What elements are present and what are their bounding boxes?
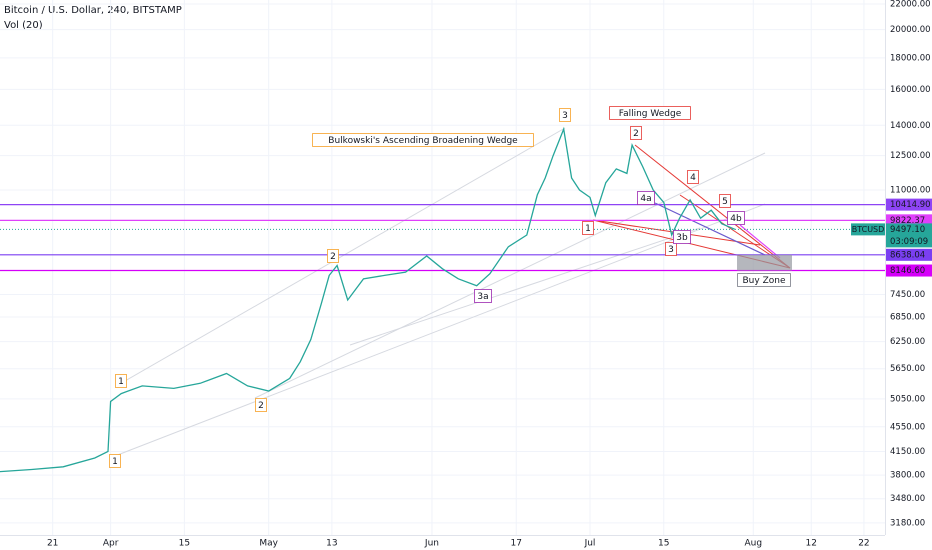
price-level-label: 10414.90 [890, 200, 931, 210]
y-tick-label: 16000.00 [890, 85, 931, 95]
x-tick-label: 12 [806, 539, 817, 549]
price-level-label: 9822.37 [890, 216, 925, 226]
y-tick-label: 7450.00 [890, 290, 925, 300]
chart-title: Bitcoin / U.S. Dollar, 240, BITSTAMP [4, 5, 182, 16]
y-tick-label: 5650.00 [890, 364, 925, 374]
annotation-box [687, 170, 699, 184]
annotation-box [637, 191, 655, 205]
annotation: 2 [258, 401, 264, 411]
annotation-box [630, 126, 642, 140]
y-tick-label: 4550.00 [890, 422, 925, 432]
annotation-box [727, 211, 745, 225]
last-price-box [886, 223, 932, 248]
annotation: 4 [690, 173, 696, 183]
annotation: 1 [112, 457, 118, 467]
annotation-box [665, 242, 677, 256]
y-tick-label: 3800.00 [890, 471, 925, 481]
price-level-box [886, 198, 932, 211]
annotation-box [115, 374, 127, 388]
y-tick-label: 18000.00 [890, 53, 931, 63]
y-tick-label: 3180.00 [890, 518, 925, 528]
price-level-label: 8146.60 [890, 266, 925, 276]
annotation: 3 [562, 111, 568, 121]
x-tick-label: Aug [745, 539, 763, 549]
annotation: 3b [676, 233, 688, 243]
annotation: 2 [330, 252, 336, 262]
trend-line [114, 203, 766, 457]
y-tick-label: 12500.00 [890, 151, 931, 161]
buy-zone [737, 254, 792, 271]
annotation: Bulkowski's Ascending Broadening Wedge [328, 136, 518, 146]
indicator-label: Vol (20) [4, 20, 43, 31]
annotation-box [582, 221, 594, 235]
annotation-box [737, 273, 791, 287]
annotation-box [559, 108, 571, 122]
trend-line [654, 202, 766, 256]
x-tick-label: 17 [511, 539, 522, 549]
price-level-box [886, 264, 932, 277]
x-tick-label: 21 [47, 539, 58, 549]
annotation: 4b [730, 214, 742, 224]
x-tick-label: Jun [424, 539, 439, 549]
trend-line [254, 152, 766, 399]
price-line [0, 126, 736, 473]
y-tick-label: 14000.00 [890, 121, 931, 131]
y-tick-label: 6250.00 [890, 337, 925, 347]
trend-line [349, 227, 701, 346]
annotation: 3a [477, 292, 488, 302]
annotation: 2 [633, 129, 639, 139]
annotation-box [609, 106, 691, 120]
y-tick-label: 5050.00 [890, 394, 925, 404]
annotation: Falling Wedge [619, 109, 682, 119]
x-tick-label: 22 [858, 539, 869, 549]
trend-line [739, 224, 781, 259]
annotation: 4a [640, 194, 651, 204]
last-price-label: 9497.10 [890, 225, 925, 235]
annotation: 3 [668, 245, 674, 255]
price-level-label: 8638.04 [890, 250, 925, 260]
annotation-box [673, 230, 691, 244]
annotation: Buy Zone [743, 276, 786, 286]
annotation: 1 [118, 377, 124, 387]
annotation-box [109, 454, 121, 468]
annotation-box [327, 249, 339, 263]
x-tick-label: 13 [326, 539, 337, 549]
annotation-box [474, 289, 492, 303]
y-tick-label: 4150.00 [890, 447, 925, 457]
series-name-box [851, 223, 885, 236]
x-tick-label: Apr [103, 539, 119, 549]
x-tick-label: 15 [658, 539, 669, 549]
y-tick-label: 20000.00 [890, 25, 931, 35]
x-tick-label: 15 [179, 539, 190, 549]
y-tick-label: 11000.00 [890, 185, 931, 195]
annotation: 5 [722, 197, 728, 207]
annotation-box [312, 133, 534, 147]
y-tick-label: 22000.00 [890, 0, 931, 9]
trend-line [634, 144, 791, 269]
price-level-box [886, 248, 932, 261]
countdown: 03:09:09 [890, 237, 928, 247]
annotation: 1 [585, 224, 591, 234]
annotation-box [255, 398, 267, 412]
price-level-box [886, 214, 932, 227]
trend-line [117, 127, 566, 386]
x-tick-label: Jul [584, 539, 596, 549]
series-name: BTCUSD [852, 225, 885, 234]
y-tick-label: 3480.00 [890, 494, 925, 504]
x-tick-label: May [259, 539, 278, 549]
annotation-box [719, 194, 731, 208]
y-tick-label: 6850.00 [890, 313, 925, 323]
